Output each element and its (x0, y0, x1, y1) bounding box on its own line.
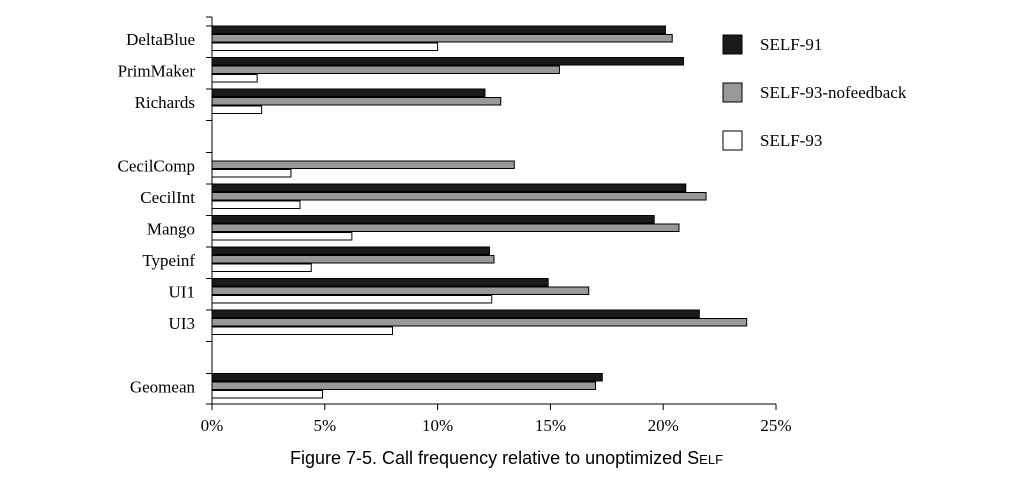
bar (211, 373, 603, 382)
category-label: Mango (147, 219, 195, 238)
bar (211, 223, 680, 232)
bar (211, 57, 685, 66)
bar (211, 97, 502, 106)
caption-text: Figure 7-5. Call frequency relative to u… (289, 448, 700, 468)
bar-chart: 0% 5% 10% 15% 20% 25% DeltaBlue PrimMaker Richar… (118, 16, 907, 435)
category-label: UI1 (169, 282, 195, 301)
category-label: Typeinf (142, 251, 195, 270)
bar (211, 318, 748, 327)
bar (211, 255, 495, 264)
bar (211, 246, 490, 255)
x-tick-label: 20% (648, 416, 679, 435)
category-label: CecilInt (140, 188, 195, 207)
category-label: Geomean (130, 377, 196, 396)
legend-swatch (722, 82, 743, 103)
x-tick-label: 15% (535, 416, 566, 435)
category-label: UI3 (169, 314, 195, 333)
legend-swatch (722, 130, 743, 151)
bar (211, 42, 439, 51)
bar (211, 309, 700, 318)
bar (211, 326, 393, 335)
bar (211, 169, 292, 178)
legend-label: SELF-93-nofeedback (760, 83, 907, 102)
bar (211, 192, 707, 201)
bar (211, 34, 673, 43)
category-label: CecilComp (118, 156, 195, 175)
legend-label: SELF-91 (760, 35, 822, 54)
bar (211, 295, 493, 304)
caption-small-caps: elf (699, 448, 724, 468)
bar (211, 160, 515, 169)
bar (211, 105, 263, 114)
bar (211, 278, 549, 287)
bar (211, 65, 560, 74)
figure-caption: Figure 7-5. Call frequency relative to u… (0, 448, 1013, 469)
category-label: PrimMaker (118, 61, 196, 80)
bar (211, 390, 324, 399)
bar (211, 263, 312, 272)
x-tick-label: 10% (422, 416, 453, 435)
category-label: Richards (135, 93, 195, 112)
bar (211, 88, 486, 97)
x-tick-label: 0% (201, 416, 224, 435)
bar (211, 381, 597, 390)
bar (211, 286, 590, 295)
bar (211, 215, 655, 224)
bar (211, 232, 353, 241)
x-tick-label: 5% (313, 416, 336, 435)
bar (211, 74, 258, 83)
x-tick-label: 25% (760, 416, 791, 435)
bar (211, 183, 687, 192)
category-label: DeltaBlue (126, 30, 195, 49)
bar (211, 200, 301, 209)
legend-swatch (722, 34, 743, 55)
legend-label: SELF-93 (760, 131, 822, 150)
bar (211, 25, 666, 34)
